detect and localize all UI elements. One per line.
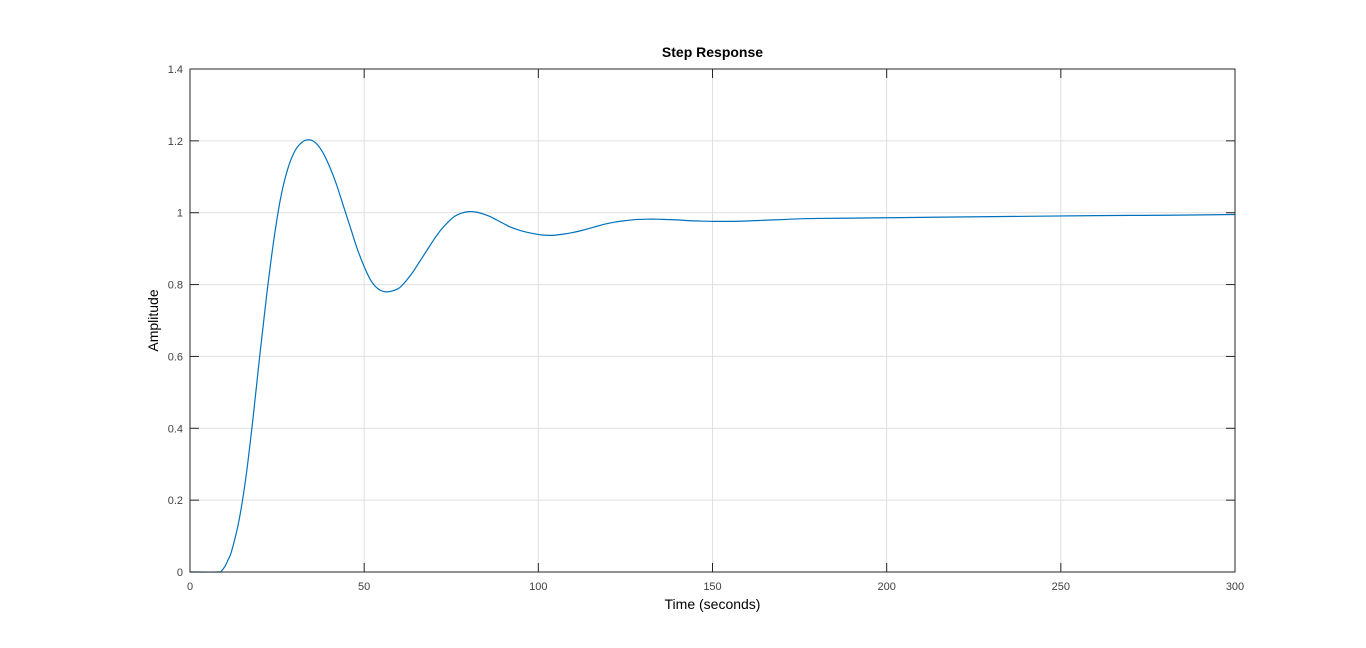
y-tick-label: 0.2	[168, 495, 183, 507]
y-tick-label: 1.2	[168, 136, 183, 148]
x-tick-label: 300	[1226, 581, 1244, 593]
y-tick-label: 1	[177, 208, 183, 220]
y-tick-label: 1.4	[168, 64, 183, 76]
y-tick-label: 0.6	[168, 351, 183, 363]
tick-labels: 0 50 100 150 200 250 300 0 0.2 0.4 0.6 0.8 1 1.2 1.4	[168, 64, 1244, 593]
series-layer	[189, 139, 1236, 573]
y-tick-label: 0.8	[168, 280, 183, 292]
x-tick-label: 200	[877, 581, 895, 593]
x-tick-label: 100	[529, 581, 547, 593]
grid	[190, 69, 1235, 572]
x-tick-label: 250	[1052, 581, 1070, 593]
x-tick-label: 50	[358, 581, 370, 593]
y-tick-label: 0	[177, 567, 183, 579]
step-response-line	[189, 139, 1236, 573]
x-tick-label: 0	[187, 581, 193, 593]
chart-title: Step Response	[662, 44, 763, 60]
y-axis-title: Amplitude	[145, 289, 161, 351]
x-tick-label: 150	[703, 581, 721, 593]
x-axis-title: Time (seconds)	[665, 596, 761, 612]
y-tick-label: 0.4	[168, 423, 183, 435]
axes-box	[189, 68, 1236, 573]
